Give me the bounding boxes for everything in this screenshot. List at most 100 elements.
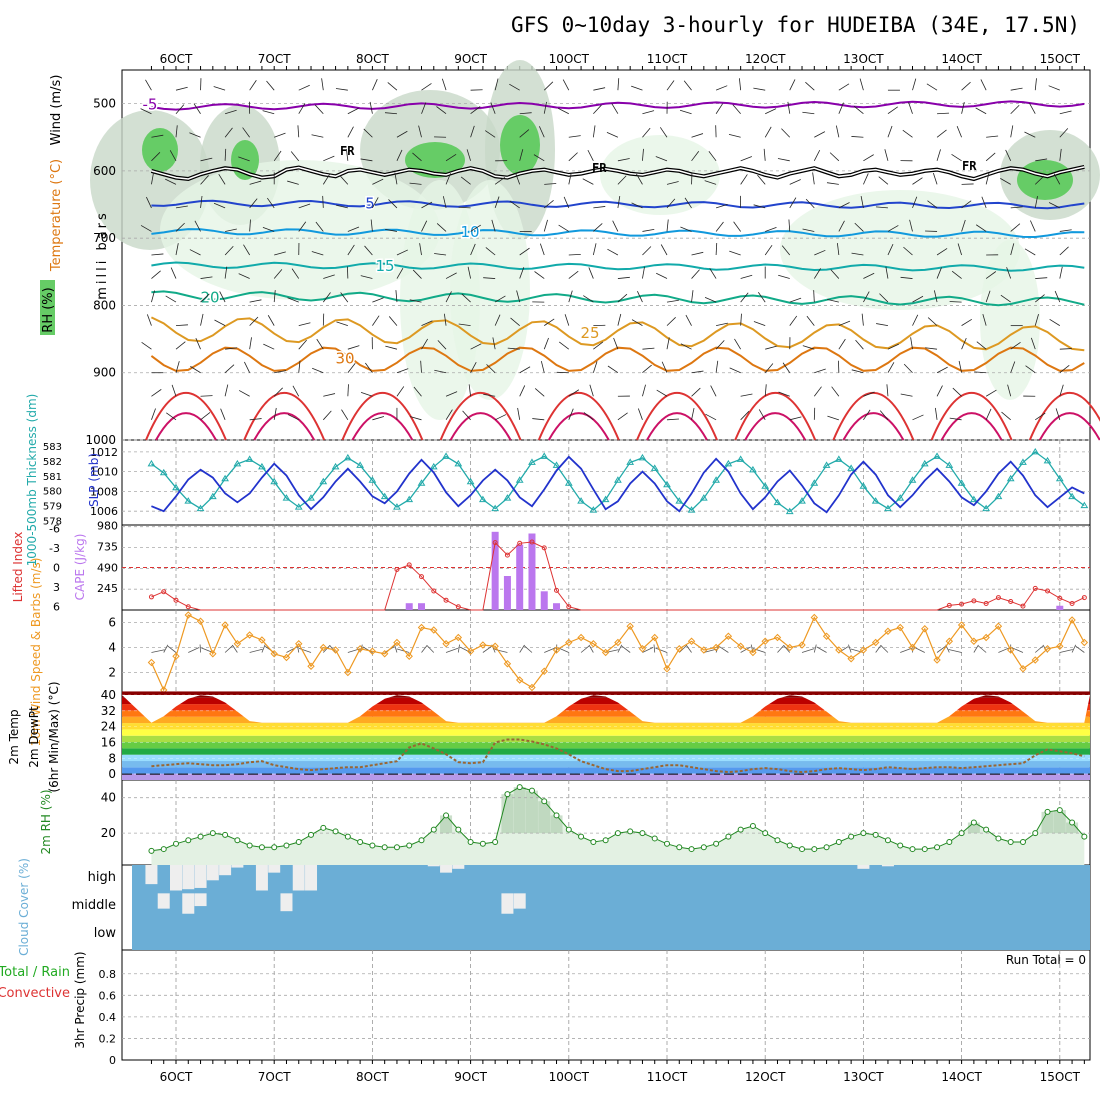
wind-barb: [607, 248, 619, 256]
wind-barb: [543, 101, 547, 114]
isotherm-label: 15: [375, 257, 394, 275]
wind-barb: [709, 268, 717, 279]
wind-speed-point: [626, 622, 634, 630]
top-time-label: 15OCT: [1040, 52, 1081, 66]
wind-barb: [593, 223, 603, 232]
slp-tick-label: 1006: [90, 505, 118, 518]
rh2m-point: [774, 837, 781, 844]
lifted-index-point: [148, 594, 154, 600]
wind-barb: [827, 299, 839, 303]
wind-barb: [225, 228, 237, 232]
wind-barb: [568, 290, 573, 303]
surface-wind-barb: [460, 646, 471, 653]
wind-barb: [146, 196, 152, 209]
wind-barb: [470, 361, 477, 373]
wind-barb: [151, 152, 161, 162]
wind-barb: [729, 367, 741, 374]
thickness-tick-label: 583: [43, 442, 62, 453]
wind-barb: [830, 269, 840, 279]
wind-barb: [1024, 248, 1036, 256]
thickness-point: [429, 462, 438, 470]
isotherm-line: [151, 100, 1085, 111]
wind-speed-point: [908, 643, 917, 652]
wind-barb: [461, 293, 471, 303]
wind-barb: [321, 78, 324, 91]
thickness-point: [552, 461, 561, 468]
lifted-index-point: [1020, 603, 1026, 609]
surface-wind-barb: [752, 648, 766, 653]
wind-barb: [189, 249, 201, 256]
wind-barb: [861, 313, 864, 326]
wind-speed-point: [221, 621, 229, 629]
top-time-label: 14OCT: [941, 52, 982, 66]
surface-wind-barb: [740, 646, 751, 653]
wind-barb: [420, 360, 422, 373]
wind-barb: [863, 291, 870, 303]
wind-barb: [175, 125, 178, 138]
wind-barb: [445, 291, 452, 303]
wind-barb: [937, 112, 950, 115]
wind-barb: [838, 338, 846, 350]
wind-barb: [733, 221, 741, 232]
wind-barb: [961, 337, 967, 350]
rh2m-point: [283, 842, 290, 849]
wind-barb: [691, 387, 701, 397]
lifted-index-point: [983, 600, 989, 606]
wind-barb: [1005, 149, 1012, 161]
wind-barb: [534, 271, 545, 279]
surface-wind-barb: [396, 648, 410, 653]
hot-contour: [636, 392, 718, 441]
wind-barb: [879, 293, 889, 303]
thickness-point: [699, 494, 708, 501]
rh2m-moist-fill: [538, 801, 551, 834]
wind-barb: [951, 153, 962, 162]
wind-barb: [291, 268, 300, 279]
thickness-point: [540, 452, 549, 459]
wind-barb: [533, 154, 545, 162]
wind-barb: [782, 362, 791, 373]
wind-barb: [642, 148, 644, 161]
wind-tick-label: 2: [108, 666, 116, 680]
wind-barb: [568, 408, 574, 420]
wind-barb: [980, 79, 987, 91]
wind-barb: [1010, 243, 1015, 256]
surface-wind-barb: [482, 645, 492, 653]
bottom-time-label: 9OCT: [454, 1070, 487, 1084]
surface-wind-barb: [394, 644, 398, 653]
wind-barb: [863, 409, 871, 421]
wind-barb: [912, 295, 924, 303]
wind-speed-point: [491, 642, 499, 650]
wind-barb: [151, 290, 155, 303]
wind-barb: [193, 103, 201, 114]
wind-barb: [802, 111, 815, 115]
wind-speed-point: [859, 646, 868, 654]
rh-blob: [450, 180, 530, 400]
rh2m-point: [246, 842, 253, 849]
wind-barb: [312, 367, 324, 374]
wind-speed-point: [982, 633, 990, 642]
temp-band: [122, 704, 1090, 711]
thickness-point: [982, 504, 991, 512]
wind-barb: [887, 343, 899, 350]
wind-speed-point: [896, 623, 904, 632]
wind-speed-point: [503, 660, 512, 668]
lifted-index-point: [946, 602, 952, 608]
wind-barb: [617, 276, 630, 279]
thickness-point: [1019, 458, 1027, 465]
wind-speed-point: [724, 632, 733, 640]
wind-barb: [582, 178, 594, 185]
surface-wind-barb: [678, 645, 687, 653]
hot-contour: [439, 392, 522, 441]
cloud-cell: [145, 865, 158, 885]
surface-wind-barb: [948, 649, 962, 653]
wind-barb: [1059, 128, 1069, 138]
wind-barb: [1053, 173, 1061, 185]
li-tick-label: 3: [53, 581, 60, 594]
wind-barb: [789, 197, 797, 209]
wind-barb: [757, 292, 766, 303]
wind-barb: [592, 361, 598, 373]
wind-barb: [492, 337, 496, 350]
wind-barb: [409, 416, 422, 421]
wind-barb: [740, 410, 750, 421]
wind-speed-point: [270, 650, 278, 658]
